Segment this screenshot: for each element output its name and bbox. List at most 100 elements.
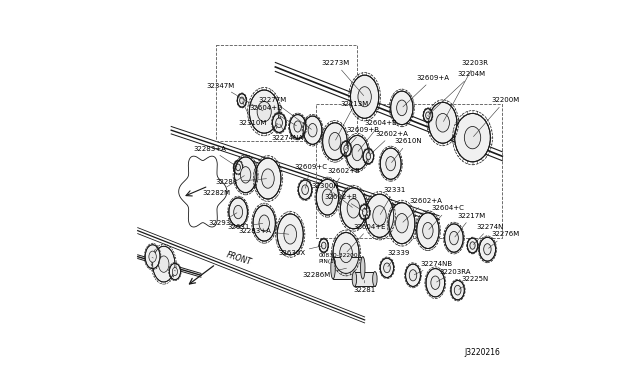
Ellipse shape (454, 113, 490, 162)
Text: 32331: 32331 (380, 187, 406, 215)
Text: 32631: 32631 (227, 224, 263, 230)
Text: 32213M: 32213M (335, 101, 369, 140)
Text: 32604+D: 32604+D (250, 105, 296, 126)
Ellipse shape (340, 188, 367, 229)
Ellipse shape (352, 272, 356, 286)
Ellipse shape (159, 256, 169, 272)
Ellipse shape (431, 276, 440, 289)
Ellipse shape (341, 141, 351, 156)
Text: 32630X: 32630X (278, 246, 323, 256)
Text: 32283+A: 32283+A (193, 146, 237, 167)
Ellipse shape (363, 149, 374, 164)
Ellipse shape (362, 208, 367, 216)
Text: 32604+C: 32604+C (429, 205, 465, 230)
Ellipse shape (366, 153, 371, 160)
Text: 32283: 32283 (216, 179, 266, 185)
Text: 32203R: 32203R (444, 60, 488, 122)
Text: 32300N: 32300N (311, 183, 353, 208)
Ellipse shape (234, 157, 257, 193)
Text: 32203RA: 32203RA (436, 269, 470, 282)
Ellipse shape (331, 257, 335, 279)
Ellipse shape (294, 121, 301, 132)
Ellipse shape (149, 251, 156, 262)
Ellipse shape (449, 231, 458, 245)
Ellipse shape (389, 203, 415, 244)
Ellipse shape (372, 272, 377, 286)
Ellipse shape (152, 246, 175, 282)
Ellipse shape (365, 194, 394, 237)
Ellipse shape (322, 189, 333, 205)
Text: 32610N: 32610N (392, 138, 422, 163)
Text: FRONT: FRONT (225, 250, 253, 267)
Ellipse shape (467, 238, 477, 253)
Ellipse shape (373, 206, 386, 226)
Text: 32204M: 32204M (429, 71, 486, 114)
Ellipse shape (321, 242, 326, 249)
Polygon shape (333, 257, 363, 279)
Ellipse shape (445, 224, 463, 252)
Ellipse shape (429, 102, 457, 143)
Text: 32602+A: 32602+A (369, 131, 409, 155)
Ellipse shape (250, 90, 279, 133)
Ellipse shape (347, 199, 360, 218)
Text: 00830-32200
PIN(1): 00830-32200 PIN(1) (318, 253, 358, 264)
Ellipse shape (237, 94, 246, 107)
Ellipse shape (273, 113, 286, 132)
Ellipse shape (333, 232, 359, 273)
Text: 32274NA: 32274NA (271, 124, 304, 141)
Ellipse shape (479, 237, 495, 261)
Ellipse shape (386, 157, 396, 171)
Ellipse shape (253, 205, 275, 241)
Text: J3220216: J3220216 (465, 348, 500, 357)
Text: 32274N: 32274N (474, 224, 504, 244)
Text: 32339: 32339 (387, 250, 410, 267)
Ellipse shape (426, 269, 445, 297)
Text: 32602+B: 32602+B (328, 168, 360, 196)
Ellipse shape (170, 263, 180, 280)
Text: 32281: 32281 (353, 280, 376, 293)
Ellipse shape (470, 242, 475, 249)
Ellipse shape (262, 169, 275, 188)
Ellipse shape (319, 239, 328, 252)
Text: 32282M: 32282M (203, 176, 244, 196)
Ellipse shape (298, 180, 312, 199)
Text: 32225N: 32225N (459, 276, 488, 289)
Text: 32602+A: 32602+A (403, 198, 442, 222)
Ellipse shape (380, 148, 401, 179)
Ellipse shape (340, 243, 353, 263)
Ellipse shape (284, 225, 296, 244)
Text: 32310M: 32310M (238, 102, 266, 126)
Ellipse shape (234, 161, 243, 174)
Ellipse shape (406, 264, 420, 286)
Ellipse shape (360, 257, 365, 279)
Ellipse shape (396, 214, 408, 233)
Ellipse shape (484, 244, 491, 255)
Text: 32273M: 32273M (321, 60, 364, 96)
Ellipse shape (255, 158, 281, 199)
Ellipse shape (229, 198, 248, 226)
Text: 32217M: 32217M (455, 213, 486, 237)
Text: 32277M: 32277M (259, 97, 312, 129)
Text: 32604+B: 32604+B (358, 120, 397, 151)
Ellipse shape (172, 267, 177, 276)
Ellipse shape (276, 118, 282, 128)
Ellipse shape (241, 167, 251, 183)
Ellipse shape (259, 215, 269, 231)
Text: 32609+C: 32609+C (294, 164, 327, 188)
Ellipse shape (316, 179, 339, 215)
Ellipse shape (426, 112, 430, 119)
Ellipse shape (289, 115, 306, 138)
Text: 32286M: 32286M (303, 268, 346, 278)
Text: 32609+A: 32609+A (403, 75, 450, 107)
Ellipse shape (234, 205, 243, 219)
Ellipse shape (410, 270, 417, 281)
Ellipse shape (424, 109, 433, 122)
Ellipse shape (351, 75, 379, 118)
Text: 32604+E: 32604+E (347, 224, 386, 252)
Ellipse shape (239, 97, 244, 104)
Ellipse shape (346, 135, 369, 170)
Ellipse shape (422, 222, 433, 239)
Ellipse shape (451, 280, 465, 300)
Text: 32200M: 32200M (474, 97, 520, 137)
Ellipse shape (390, 91, 413, 125)
